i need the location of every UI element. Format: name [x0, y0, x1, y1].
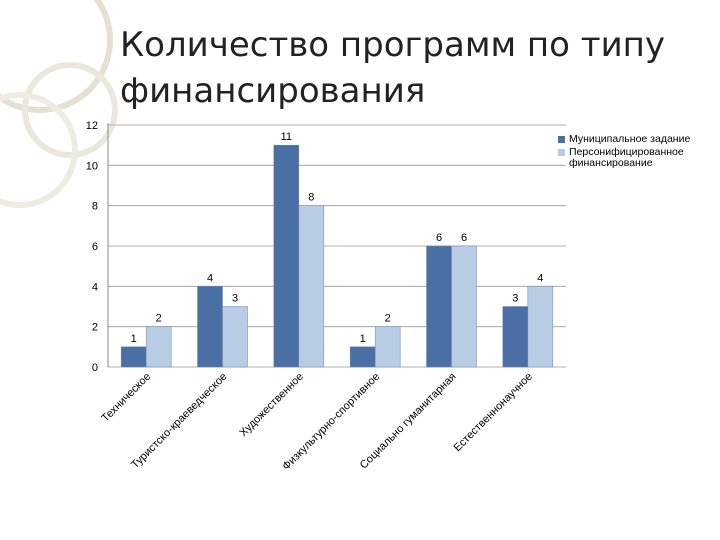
bar — [527, 286, 554, 368]
x-tick-label: Естественнонаучное — [452, 371, 535, 454]
bar — [197, 286, 223, 368]
bar — [145, 326, 172, 368]
bar — [451, 245, 477, 368]
y-tick-label: 6 — [92, 241, 98, 253]
y-tick-label: 2 — [92, 322, 98, 334]
legend-label: Муниципальное задание — [569, 133, 691, 145]
bar — [374, 326, 401, 368]
legend-label: Персонифицированное финансирование — [569, 146, 684, 169]
y-tick-label: 0 — [92, 362, 98, 374]
bar — [426, 245, 452, 368]
y-tick-label: 12 — [86, 120, 98, 132]
data-label: 1 — [131, 333, 137, 345]
data-label: 3 — [232, 293, 238, 305]
data-label: 3 — [512, 293, 518, 305]
y-tick-label: 8 — [92, 201, 98, 213]
bar — [273, 144, 300, 368]
data-label: 8 — [308, 192, 314, 204]
data-label: 6 — [461, 232, 467, 244]
bar — [349, 346, 376, 368]
legend-swatch — [558, 136, 565, 143]
data-label: 1 — [360, 333, 366, 345]
y-tick-label: 10 — [86, 160, 98, 172]
data-label: 2 — [156, 313, 162, 325]
y-tick-label: 4 — [92, 281, 98, 293]
legend: Муниципальное задание Персонифицированное… — [558, 134, 713, 171]
bar — [120, 346, 147, 368]
bar — [502, 306, 529, 368]
data-label: 2 — [385, 313, 391, 325]
data-label: 11 — [281, 131, 292, 143]
data-label: 4 — [537, 272, 543, 284]
legend-entry: Персонифицированное финансирование — [558, 147, 713, 169]
data-label: 6 — [436, 232, 442, 244]
legend-entry: Муниципальное задание — [558, 134, 713, 145]
bar — [222, 306, 248, 368]
legend-swatch — [558, 149, 565, 156]
x-tick-label: Художественное — [237, 371, 306, 440]
decoration — [0, 0, 118, 208]
bar — [298, 205, 325, 368]
x-tick-label: Техническое — [99, 371, 153, 425]
chart-title: Количество программ по типу финансирован… — [120, 25, 666, 111]
data-label: 4 — [207, 272, 213, 284]
